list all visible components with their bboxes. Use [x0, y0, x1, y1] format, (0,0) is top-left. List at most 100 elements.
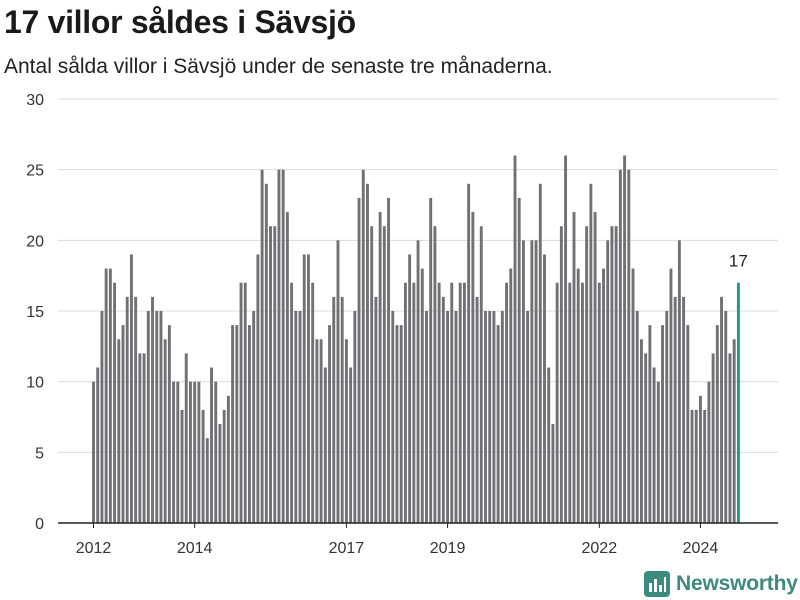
bar [159, 311, 163, 523]
bar [627, 169, 631, 524]
bar [277, 169, 281, 524]
bar [142, 353, 146, 523]
bar [521, 240, 525, 523]
bar [374, 296, 378, 523]
bar [462, 282, 466, 523]
bar [433, 226, 437, 523]
bar [332, 296, 336, 523]
bar [526, 311, 530, 523]
bar [429, 197, 433, 523]
bar [606, 240, 610, 523]
bar [243, 282, 247, 523]
bar [610, 226, 614, 523]
bar [248, 325, 251, 523]
bar [264, 183, 268, 524]
bar [568, 282, 572, 523]
bar [458, 282, 462, 523]
x-axis: 2012 2014 2017 2019 2022 2024 [58, 522, 778, 557]
x-tick-label: 2012 [76, 540, 112, 557]
bar [640, 339, 643, 523]
bar [302, 254, 306, 523]
bar [467, 183, 471, 524]
bar [100, 311, 104, 523]
y-tick-label: 15 [26, 304, 44, 321]
bar [618, 169, 622, 524]
bar [104, 268, 108, 523]
y-tick-label: 0 [35, 516, 44, 533]
bar [517, 197, 521, 523]
bar [450, 282, 454, 523]
bar [597, 282, 601, 523]
bar [210, 367, 213, 523]
bar [349, 367, 353, 523]
bar [382, 226, 386, 523]
bar [656, 381, 660, 523]
bar [412, 282, 416, 523]
bar [551, 424, 555, 523]
y-axis-labels: 0 5 10 15 20 25 30 [26, 92, 44, 533]
y-tick-label: 20 [26, 233, 44, 250]
bar [479, 226, 483, 523]
bar [543, 254, 546, 523]
bar [328, 325, 331, 523]
bar [125, 296, 129, 523]
bar [690, 409, 694, 523]
bar [669, 268, 673, 523]
bar [513, 155, 517, 523]
bar [92, 381, 95, 523]
bar [218, 424, 222, 523]
bar [425, 311, 428, 523]
bar [732, 339, 736, 523]
bar [146, 311, 150, 523]
bar [547, 367, 551, 523]
bar [222, 409, 226, 523]
bar [121, 325, 125, 523]
bar [665, 311, 669, 523]
bar [585, 226, 589, 523]
bar [387, 197, 390, 523]
bar [728, 353, 732, 523]
bar [555, 282, 559, 523]
bar [366, 183, 369, 524]
bar [454, 311, 458, 523]
bar [572, 212, 576, 523]
bar [298, 311, 302, 523]
bar [580, 282, 584, 523]
bars [92, 155, 740, 524]
bar [197, 381, 201, 523]
bar [201, 409, 205, 523]
bar [623, 155, 627, 523]
bar [357, 197, 361, 523]
bar [707, 381, 711, 523]
bar [403, 282, 407, 523]
bar [589, 183, 593, 524]
bar [108, 268, 112, 523]
y-tick-label: 5 [35, 445, 44, 462]
bar [593, 212, 597, 523]
bar [488, 311, 492, 523]
bar [694, 409, 698, 523]
newsworthy-logo-icon [644, 571, 670, 597]
bar [475, 296, 479, 523]
bar [189, 381, 192, 523]
bar [644, 353, 648, 523]
bar [281, 169, 285, 524]
bar [661, 325, 664, 523]
bar [269, 226, 272, 523]
bar [559, 226, 563, 523]
bar [576, 268, 580, 523]
bar [163, 339, 167, 523]
bar [441, 296, 445, 523]
bar [484, 311, 487, 523]
newsworthy-brand[interactable]: Newsworthy [644, 568, 798, 600]
bar [420, 268, 424, 523]
bar-value-label: 17 [729, 252, 748, 271]
bar [252, 311, 256, 523]
bar [446, 311, 450, 523]
x-tick-label: 2014 [177, 540, 213, 557]
bar [353, 311, 357, 523]
bar [231, 325, 235, 523]
bar [361, 169, 365, 524]
bar [151, 296, 154, 523]
bar [239, 282, 243, 523]
